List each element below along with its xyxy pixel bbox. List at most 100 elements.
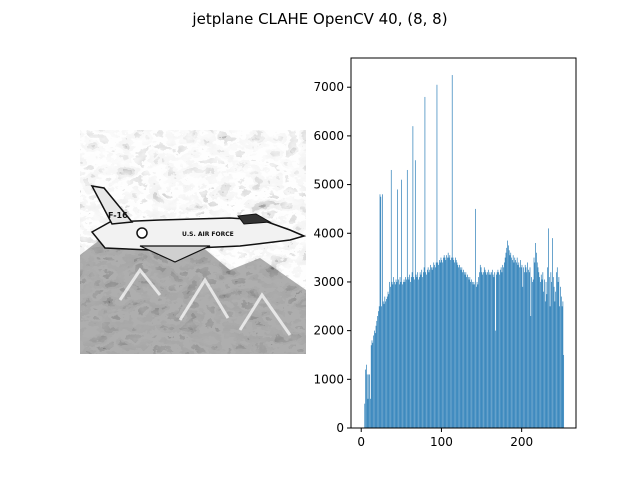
histogram-bar [496, 272, 498, 428]
y-tick-label: 2000 [313, 324, 344, 338]
histogram-bar [381, 306, 382, 428]
mountain-shadow [80, 232, 306, 354]
histogram-bar [453, 260, 455, 428]
histogram-bar [561, 306, 563, 428]
histogram-bar [410, 281, 411, 428]
histogram-bar [428, 272, 430, 428]
histogram-bar [520, 260, 521, 428]
histogram-bar [543, 291, 544, 428]
histogram-bar [491, 272, 492, 428]
histogram-bar [459, 267, 461, 428]
histogram-bar [501, 272, 503, 428]
histogram-bar [429, 269, 431, 428]
histogram-bar [437, 262, 439, 428]
histogram-bar [436, 84, 438, 429]
histogram-bar [541, 279, 543, 428]
histogram-bar [528, 272, 530, 428]
histogram-bar [491, 269, 493, 428]
histogram-bar [465, 272, 467, 428]
histogram-bar [532, 279, 534, 428]
histogram-bar [435, 267, 436, 428]
histogram-bar [422, 277, 423, 428]
histogram-bar [446, 255, 447, 428]
histogram-bar [533, 257, 535, 428]
histogram-bar [398, 284, 400, 428]
histogram-bar [370, 345, 372, 428]
histogram-bar [378, 311, 379, 428]
histogram-bar [557, 281, 559, 428]
image-panel: U.S. AIR FORCE F-16 [80, 130, 307, 354]
histogram-bar [371, 340, 373, 428]
histogram-bar [477, 284, 479, 428]
histogram-bar [398, 279, 399, 428]
histogram-bar [421, 269, 423, 428]
histogram-bar [553, 286, 555, 428]
histogram-bar [558, 277, 560, 428]
histogram-bar [418, 279, 419, 428]
histogram-bar [488, 274, 490, 428]
histogram-bar [432, 267, 434, 428]
histogram-bar [492, 274, 494, 428]
histogram-bar [473, 281, 475, 428]
histogram-bar [563, 354, 565, 428]
histogram-bar [524, 264, 526, 428]
histogram-bar [440, 257, 442, 428]
y-tick-label: 7000 [313, 80, 344, 94]
histogram-bar [366, 374, 368, 428]
x-tick-label: 0 [357, 435, 365, 449]
histogram-bar [424, 96, 426, 429]
x-tick-label: 200 [510, 435, 533, 449]
histogram-bar [438, 264, 439, 428]
histogram-bar [386, 296, 388, 428]
histogram-bar [516, 257, 518, 428]
histogram-bar [486, 274, 488, 428]
histogram-bar [494, 272, 496, 428]
histogram-bar [435, 262, 437, 428]
histogram-bar [544, 279, 545, 428]
y-tick-label: 3000 [313, 275, 344, 289]
histogram-bar [423, 267, 425, 428]
histogram-bar [418, 277, 420, 428]
tail-fin [90, 185, 134, 225]
histogram-bar [463, 269, 464, 428]
histogram-bar [495, 274, 497, 428]
histogram-bar [408, 279, 410, 428]
histogram-bar [455, 257, 456, 428]
histogram-bar [412, 126, 414, 428]
histogram-bar [548, 228, 549, 428]
histogram-bar [479, 272, 480, 428]
histogram-bar [456, 262, 458, 428]
histogram-bar [471, 281, 473, 428]
histogram-bar [444, 257, 446, 428]
histogram-bar [458, 267, 459, 428]
histogram-bar [397, 189, 398, 428]
histogram-bar [420, 274, 422, 428]
histogram-bar [556, 272, 557, 428]
histogram-bar [502, 264, 504, 428]
histogram-bar [526, 272, 528, 428]
histogram-bar [506, 247, 508, 428]
histogram-bar [549, 306, 551, 428]
histogram-bar [454, 262, 455, 428]
histogram-bar [504, 257, 506, 428]
histogram-bar [519, 267, 520, 428]
figure-title: jetplane CLAHE OpenCV 40, (8, 8) [191, 10, 447, 28]
histogram-bar [443, 255, 445, 428]
histogram-bar [405, 277, 407, 428]
histogram-bar [452, 257, 454, 428]
histogram-bar [413, 277, 415, 428]
y-tick-label: 0 [336, 421, 344, 435]
histogram-bar [523, 267, 524, 428]
histogram-bar [379, 194, 381, 428]
histogram-bar [383, 303, 385, 428]
histogram-bar [406, 169, 408, 428]
histogram-bar [540, 274, 542, 428]
histogram-bar [462, 272, 463, 428]
histogram-bar [387, 291, 389, 428]
histogram-bar [396, 281, 398, 428]
tail-number: F-16 [108, 211, 128, 220]
histogram-bar [508, 245, 509, 428]
histogram-bar [401, 179, 402, 428]
y-tick-label: 1000 [313, 372, 344, 386]
